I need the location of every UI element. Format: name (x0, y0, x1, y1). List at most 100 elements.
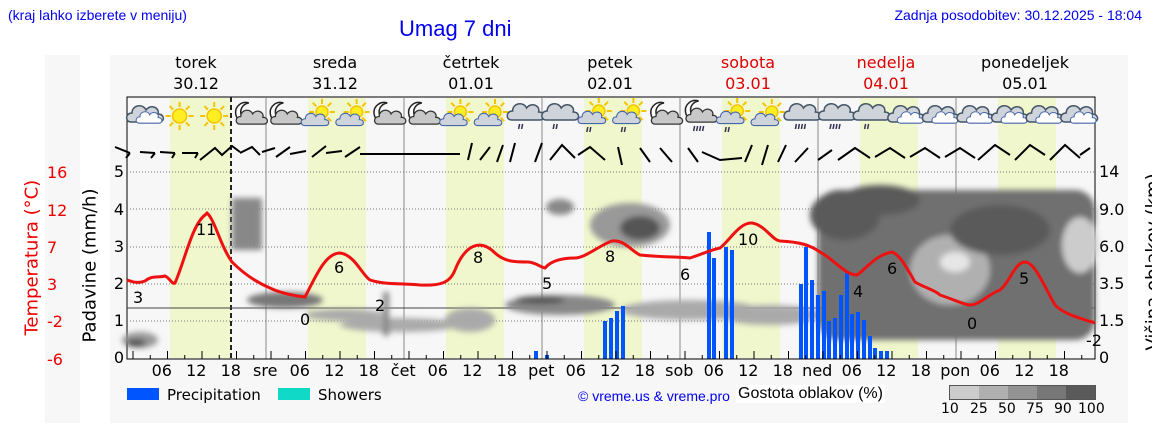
density-tick: 50 (998, 401, 1016, 417)
precip-tick: 4 (113, 200, 124, 219)
x-tick-label: 06 (842, 361, 862, 380)
day-name: nedelja (856, 53, 916, 72)
x-tick-label: 06 (704, 361, 724, 380)
temp-tick: 16 (47, 163, 68, 182)
svg-text:8: 8 (473, 248, 483, 267)
x-tick-label: 12 (1014, 361, 1034, 380)
x-tick-label: 12 (876, 361, 896, 380)
temp-tick: -6 (47, 350, 63, 369)
precip-tick: 0 (113, 348, 124, 367)
day-name: petek (587, 53, 633, 72)
day-name: torek (175, 53, 217, 72)
x-tick-label: 18 (497, 361, 517, 380)
night-cloudy-icon (650, 101, 684, 125)
day-date: 30.12 (173, 74, 219, 93)
svg-text:5: 5 (542, 274, 552, 293)
legend-showers-label: Showers (318, 386, 382, 404)
x-tick-label: 18 (635, 361, 655, 380)
x-tick-label: 12 (600, 361, 620, 380)
partly-sunny-icon (335, 99, 370, 127)
svg-text:8: 8 (605, 247, 615, 266)
x-tick-label: 18 (911, 361, 931, 380)
day-name: ponedeljek (981, 53, 1069, 72)
location-hint: (kraj lahko izberete v meniju) (8, 7, 187, 23)
x-tick-label: 12 (738, 361, 758, 380)
cloud-tick: 0 (1099, 348, 1110, 367)
partly-sunny-icon (439, 99, 474, 127)
svg-text:0: 0 (967, 314, 977, 333)
x-tick-label: 06 (290, 361, 310, 380)
cloud-tick: 14 (1099, 162, 1120, 181)
partly-sunny-rain-icon (577, 98, 612, 133)
x-tick-label: 12 (462, 361, 482, 380)
wind-barbs (114, 142, 1091, 166)
precip-tick: 3 (113, 237, 124, 256)
x-tick-label: ned (802, 361, 832, 380)
density-tick: 75 (1026, 401, 1044, 417)
day-header: nedelja 04.01 (831, 52, 941, 94)
partly-sunny-icon (750, 99, 785, 127)
page-title: Umag 7 dni (399, 16, 512, 41)
day-date: 02.01 (587, 74, 633, 93)
x-tick-label: 06 (566, 361, 586, 380)
cloud-density-title: Gostota oblakov (%) (736, 385, 885, 403)
cloud-tick: 1.5 (1099, 311, 1125, 330)
partly-sunny-icon (473, 99, 508, 127)
temp-tick: 3 (47, 275, 58, 294)
density-swatch (1037, 386, 1066, 399)
last-updated: Zadnja posodobitev: 30.12.2025 - 18:04 (894, 7, 1142, 23)
x-tick-label: 06 (152, 361, 172, 380)
svg-text:-2: -2 (1086, 331, 1102, 350)
density-swatch (979, 386, 1008, 399)
density-tick: 25 (970, 401, 988, 417)
x-tick-label: čet (391, 361, 416, 380)
day-date: 03.01 (725, 74, 771, 93)
day-date: 01.01 (448, 74, 494, 93)
day-header: četrtek 01.01 (416, 52, 526, 94)
night-cloudy-icon (269, 101, 303, 125)
partly-sunny-rain-icon (612, 98, 647, 133)
temperature-line (126, 210, 1096, 325)
cloud-tick: 3.5 (1099, 274, 1125, 293)
day-header: torek 30.12 (141, 52, 251, 94)
weather-icons (125, 98, 1099, 133)
day-header: sobota 03.01 (693, 52, 803, 94)
sunny-icon (165, 102, 194, 130)
copyright-link[interactable]: © vreme.us & vreme.pro (578, 388, 730, 404)
svg-text:3: 3 (133, 288, 143, 307)
day-name: sobota (720, 53, 776, 72)
precip-tick: 5 (113, 162, 124, 181)
cloud-tick: 9.0 (1099, 200, 1125, 219)
svg-text:4: 4 (853, 282, 863, 301)
x-tick-label: 18 (221, 361, 241, 380)
svg-text:6: 6 (334, 258, 344, 277)
partly-sunny-rain-icon (715, 98, 751, 133)
day-date: 05.01 (1002, 74, 1048, 93)
x-tick-label: 18 (359, 361, 379, 380)
density-swatch (950, 386, 979, 399)
day-date: 04.01 (863, 74, 909, 93)
density-swatch (1066, 386, 1095, 399)
svg-text:6: 6 (680, 265, 690, 284)
svg-text:5: 5 (1019, 269, 1029, 288)
density-tick: 90 (1054, 401, 1072, 417)
density-tick: 100 (1078, 401, 1105, 417)
x-tick-label: 18 (1049, 361, 1069, 380)
day-date: 31.12 (312, 74, 358, 93)
day-name: sreda (312, 53, 358, 72)
cloudy-icon (956, 105, 995, 124)
x-tick-label: 12 (186, 361, 206, 380)
temperature-axis-panel (45, 55, 80, 423)
cloud-tick: 6.0 (1099, 237, 1125, 256)
precip-bars (534, 232, 889, 359)
night-cloudy-icon (234, 101, 269, 125)
x-tick-label: 18 (773, 361, 793, 380)
temp-tick: 12 (47, 201, 68, 220)
night-cloudy-icon (373, 101, 407, 125)
temp-tick: 7 (47, 238, 58, 257)
cloud-density-scale (949, 385, 1096, 400)
x-tick-label: 06 (428, 361, 448, 380)
temp-tick: -2 (47, 312, 63, 331)
legend-showers-swatch (278, 388, 310, 400)
